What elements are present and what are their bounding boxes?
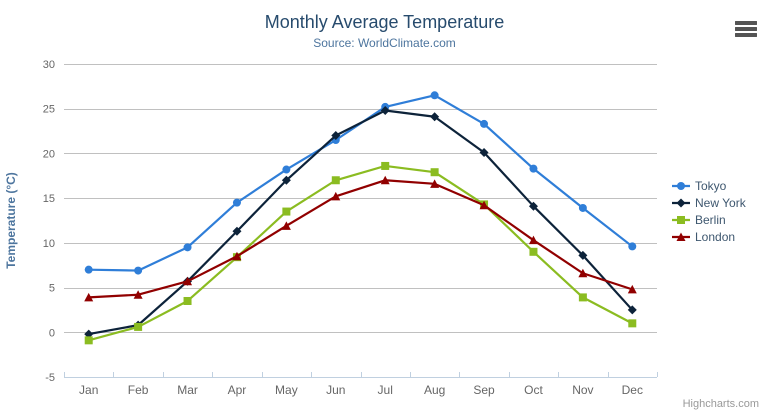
x-axis-label: Jul	[378, 383, 393, 397]
legend-label: New York	[695, 195, 746, 210]
x-axis-label: Apr	[228, 383, 247, 397]
legend-label: Tokyo	[695, 178, 727, 193]
series-line	[87, 94, 634, 272]
legend-item-new-york[interactable]: New York	[672, 194, 746, 211]
x-axis-label: Sep	[473, 383, 495, 397]
data-point-tokyo-feb[interactable]	[134, 266, 143, 275]
data-point-london-may[interactable]	[281, 221, 291, 230]
data-point-tokyo-jan[interactable]	[84, 265, 93, 274]
chart-title: Monthly Average Temperature	[264, 12, 505, 32]
data-point-london-feb[interactable]	[133, 290, 143, 299]
menu-bar	[735, 21, 757, 25]
data-point-tokyo-mar[interactable]	[183, 243, 192, 252]
data-point-new-york-jun[interactable]	[331, 131, 341, 141]
x-axis-label: Dec	[622, 383, 643, 397]
data-point-new-york-aug[interactable]	[430, 112, 440, 122]
y-axis-label: 20	[43, 148, 55, 160]
data-point-tokyo-apr[interactable]	[232, 198, 241, 207]
series-line	[87, 109, 634, 336]
data-point-london-sep[interactable]	[479, 200, 489, 210]
series-london[interactable]	[84, 175, 637, 302]
series-new-york[interactable]	[84, 106, 637, 339]
data-point-new-york-oct[interactable]	[528, 201, 538, 211]
x-axis-label: Jun	[326, 383, 345, 397]
x-axis-label: Aug	[424, 383, 445, 397]
data-point-london-jul[interactable]	[380, 175, 390, 185]
menu-bar	[735, 27, 757, 31]
data-point-tokyo-oct[interactable]	[529, 164, 538, 173]
data-point-tokyo-dec[interactable]	[628, 242, 637, 251]
legend: Tokyo New York Berlin London	[672, 177, 746, 245]
data-point-london-apr[interactable]	[232, 251, 242, 261]
data-point-london-jun[interactable]	[331, 191, 341, 201]
legend-marker	[677, 215, 685, 224]
x-axis-label: Oct	[524, 383, 543, 397]
data-point-berlin-mar[interactable]	[183, 296, 192, 305]
x-axis-label: Nov	[572, 383, 593, 397]
series-line	[87, 164, 634, 342]
y-axis-label: 25	[43, 104, 55, 116]
x-axis-label: Mar	[177, 383, 198, 397]
data-point-london-dec[interactable]	[627, 284, 637, 294]
menu-bar	[735, 33, 757, 37]
credits-link[interactable]: Highcharts.com	[682, 398, 759, 410]
y-axis-title: Temperature (°C)	[4, 172, 18, 269]
legend-label: London	[695, 229, 736, 244]
chart-subtitle: Source: WorldClimate.com	[313, 36, 456, 50]
legend-marker	[676, 198, 686, 207]
legend-item-london[interactable]: London	[672, 228, 746, 245]
data-point-berlin-jun[interactable]	[331, 176, 340, 185]
data-point-berlin-jul[interactable]	[381, 161, 390, 170]
legend-marker	[676, 232, 686, 241]
data-point-tokyo-may[interactable]	[282, 165, 291, 174]
square-marker-icon	[672, 215, 690, 224]
data-point-new-york-nov[interactable]	[578, 250, 588, 260]
legend-item-tokyo[interactable]: Tokyo	[672, 177, 746, 194]
y-axis-label: 0	[49, 327, 55, 339]
legend-marker	[677, 181, 685, 190]
data-point-new-york-dec[interactable]	[627, 305, 637, 315]
data-point-london-mar[interactable]	[183, 276, 193, 286]
x-axis-label: May	[275, 383, 298, 397]
series-line	[87, 179, 634, 299]
triangle-marker-icon	[672, 232, 690, 241]
data-point-berlin-oct[interactable]	[529, 247, 538, 256]
data-point-berlin-aug[interactable]	[430, 168, 439, 177]
data-point-london-nov[interactable]	[578, 268, 588, 278]
y-axis-label: 5	[49, 283, 55, 295]
data-point-new-york-may[interactable]	[281, 175, 291, 185]
data-point-berlin-may[interactable]	[282, 207, 291, 216]
data-point-new-york-apr[interactable]	[232, 226, 242, 236]
data-point-london-jan[interactable]	[84, 292, 94, 302]
data-point-tokyo-nov[interactable]	[578, 203, 587, 212]
data-point-tokyo-aug[interactable]	[430, 91, 439, 100]
legend-label: Berlin	[695, 212, 726, 227]
circle-marker-icon	[672, 181, 690, 190]
diamond-marker-icon	[672, 198, 690, 207]
data-point-london-oct[interactable]	[528, 235, 538, 245]
series-tokyo[interactable]	[84, 91, 637, 275]
data-point-tokyo-sep[interactable]	[480, 119, 489, 128]
data-point-berlin-dec[interactable]	[628, 319, 637, 328]
legend-item-berlin[interactable]: Berlin	[672, 211, 746, 228]
y-axis-label: 30	[43, 59, 55, 71]
data-point-berlin-jan[interactable]	[84, 336, 93, 345]
data-point-new-york-jan[interactable]	[84, 329, 94, 339]
y-axis-label: 10	[43, 238, 55, 250]
hamburger-menu-icon[interactable]	[735, 21, 757, 37]
x-axis-label: Jan	[79, 383, 98, 397]
y-axis-label: -5	[45, 372, 55, 384]
data-point-berlin-feb[interactable]	[134, 322, 143, 331]
data-point-new-york-jul[interactable]	[380, 106, 390, 116]
y-axis-label: 15	[43, 193, 55, 205]
data-point-berlin-nov[interactable]	[578, 293, 587, 302]
x-axis-label: Feb	[128, 383, 149, 397]
data-point-new-york-sep[interactable]	[479, 148, 489, 158]
data-point-london-aug[interactable]	[430, 179, 440, 188]
